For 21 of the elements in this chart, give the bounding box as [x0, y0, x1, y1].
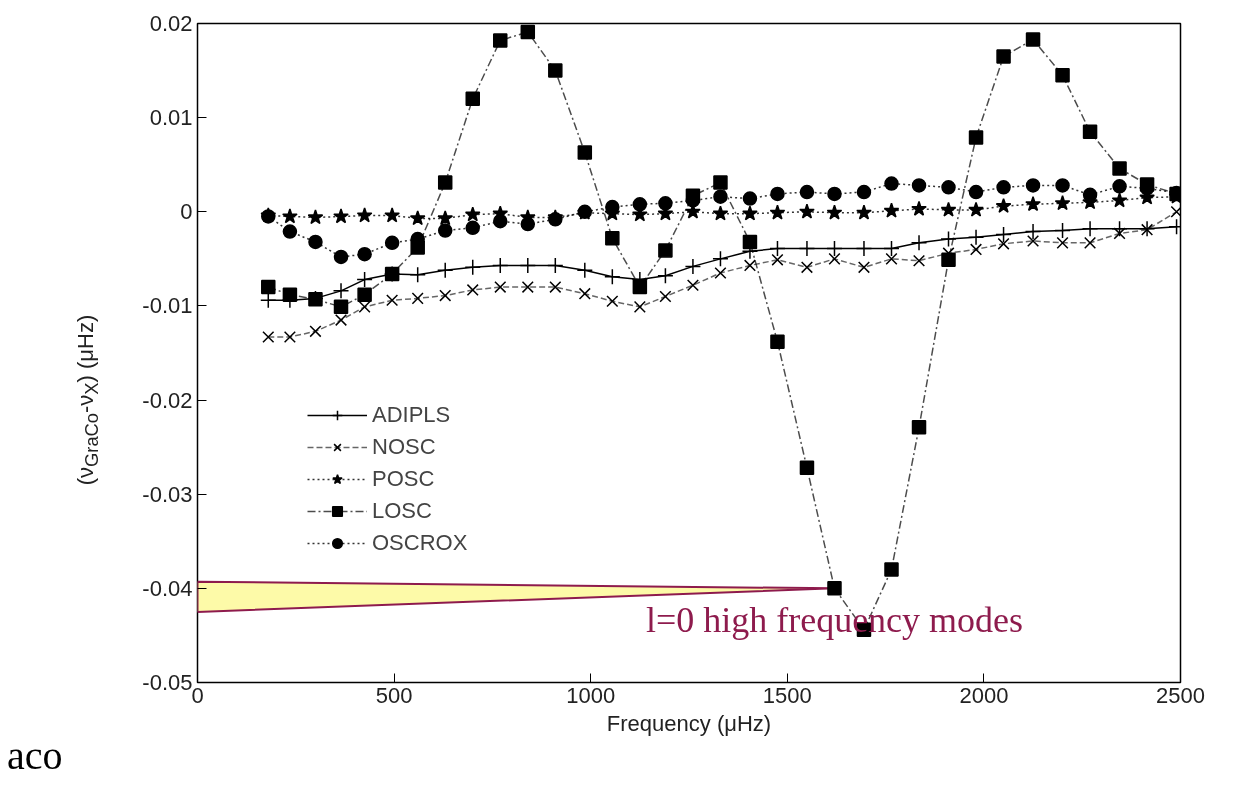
x-tick-label: 2000 — [959, 682, 1009, 708]
x-axis-title: Frequency (μHz) — [606, 710, 772, 736]
legend-label: NOSC — [372, 433, 436, 461]
y-tick-label: -0.04 — [142, 575, 193, 601]
y-tick-label: 0 — [180, 199, 193, 225]
legend-label: POSC — [372, 465, 435, 493]
legend-label: LOSC — [372, 497, 432, 525]
x-tick-label: 2500 — [1156, 682, 1205, 708]
legend-label: OSCROX — [372, 529, 468, 557]
x-tick-label: 1500 — [762, 682, 812, 708]
y-tick-label: -0.03 — [142, 481, 193, 507]
text: aco — [7, 732, 63, 780]
y-tick-label: -0.05 — [142, 670, 193, 695]
annotation: l=0 high frequency modes — [645, 600, 1024, 641]
legend-label: ADIPLS — [372, 401, 451, 429]
y-tick-label: 0.02 — [149, 11, 193, 36]
y-tick-label: 0.01 — [149, 105, 193, 131]
x-tick-label: 500 — [375, 682, 413, 708]
x-tick-label: 1000 — [566, 682, 616, 708]
y-tick-label: -0.01 — [142, 293, 193, 319]
y-tick-label: -0.02 — [142, 387, 193, 413]
